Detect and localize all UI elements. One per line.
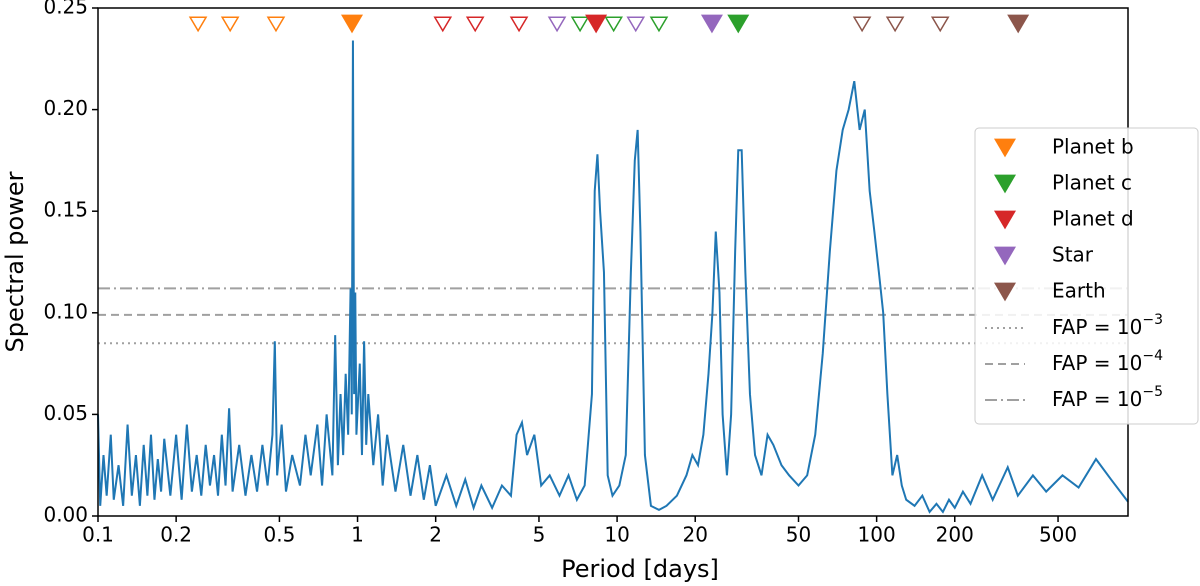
alias-marker: [930, 16, 950, 33]
legend-label-base: FAP = 10: [1052, 315, 1142, 339]
alias-marker: [220, 16, 240, 33]
y-tick-label: 0.15: [43, 198, 88, 222]
alias-marker: [570, 16, 590, 33]
legend-box: [974, 127, 1199, 425]
legend-label-exponent: −4: [1142, 348, 1163, 364]
x-axis-label: Period [days]: [561, 555, 719, 583]
x-tick-label: 0.1: [82, 523, 114, 547]
alias-marker: [433, 16, 453, 33]
alias-marker: [885, 16, 905, 33]
legend-label-exponent: −3: [1142, 312, 1163, 328]
x-tick-label: 0.5: [264, 523, 296, 547]
legend-label-exponent: −5: [1142, 384, 1163, 400]
period-marker: [727, 14, 750, 34]
legend-marker: [994, 138, 1016, 158]
legend-marker: [994, 246, 1016, 266]
y-tick-label: 0.00: [43, 503, 88, 527]
legend-marker: [994, 282, 1016, 302]
legend-label: Planet b: [1052, 135, 1134, 159]
x-tick-label: 500: [1039, 523, 1077, 547]
x-tick-label: 1: [351, 523, 364, 547]
x-tick-label: 10: [604, 523, 629, 547]
legend-label: Star: [1052, 243, 1094, 267]
alias-marker: [649, 16, 669, 33]
plot-frame: [97, 7, 1129, 517]
period-marker: [341, 14, 364, 34]
x-tick-label: 50: [786, 523, 811, 547]
alias-marker: [188, 16, 208, 33]
x-tick-label: 2: [429, 523, 442, 547]
x-tick-label: 5: [533, 523, 546, 547]
legend-label: Earth: [1052, 279, 1106, 303]
y-axis-label: Spectral power: [1, 171, 29, 352]
x-tick-label: 100: [858, 523, 896, 547]
y-tick-label: 0.05: [43, 401, 88, 425]
period-marker: [585, 14, 608, 34]
alias-marker: [465, 16, 485, 33]
alias-marker: [266, 16, 286, 33]
legend-label: Planet d: [1052, 207, 1134, 231]
x-tick-label: 0.2: [160, 523, 192, 547]
legend-label-base: FAP = 10: [1052, 351, 1142, 375]
periodogram-line: [97, 40, 1129, 514]
period-marker: [1007, 14, 1030, 34]
alias-marker: [547, 16, 567, 33]
y-tick-label: 0.10: [43, 299, 88, 323]
x-tick-label: 20: [682, 523, 707, 547]
x-tick-label: 200: [936, 523, 974, 547]
legend-label: FAP = 10−4: [1052, 348, 1163, 375]
period-marker: [700, 14, 723, 34]
legend-label: Planet c: [1052, 171, 1132, 195]
legend-label: FAP = 10−5: [1052, 384, 1163, 411]
alias-marker: [509, 16, 529, 33]
y-tick-label: 0.20: [43, 96, 88, 120]
legend-label: FAP = 10−3: [1052, 312, 1163, 339]
legend-marker: [994, 174, 1016, 194]
legend-label-base: FAP = 10: [1052, 387, 1142, 411]
alias-marker: [604, 16, 623, 33]
legend: Planet b Planet c Planet d Star Earth FAP = 1…: [974, 127, 1199, 425]
legend-marker: [994, 210, 1016, 230]
alias-marker: [626, 16, 646, 33]
y-tick-label: 0.25: [43, 0, 88, 19]
alias-marker: [852, 16, 872, 33]
